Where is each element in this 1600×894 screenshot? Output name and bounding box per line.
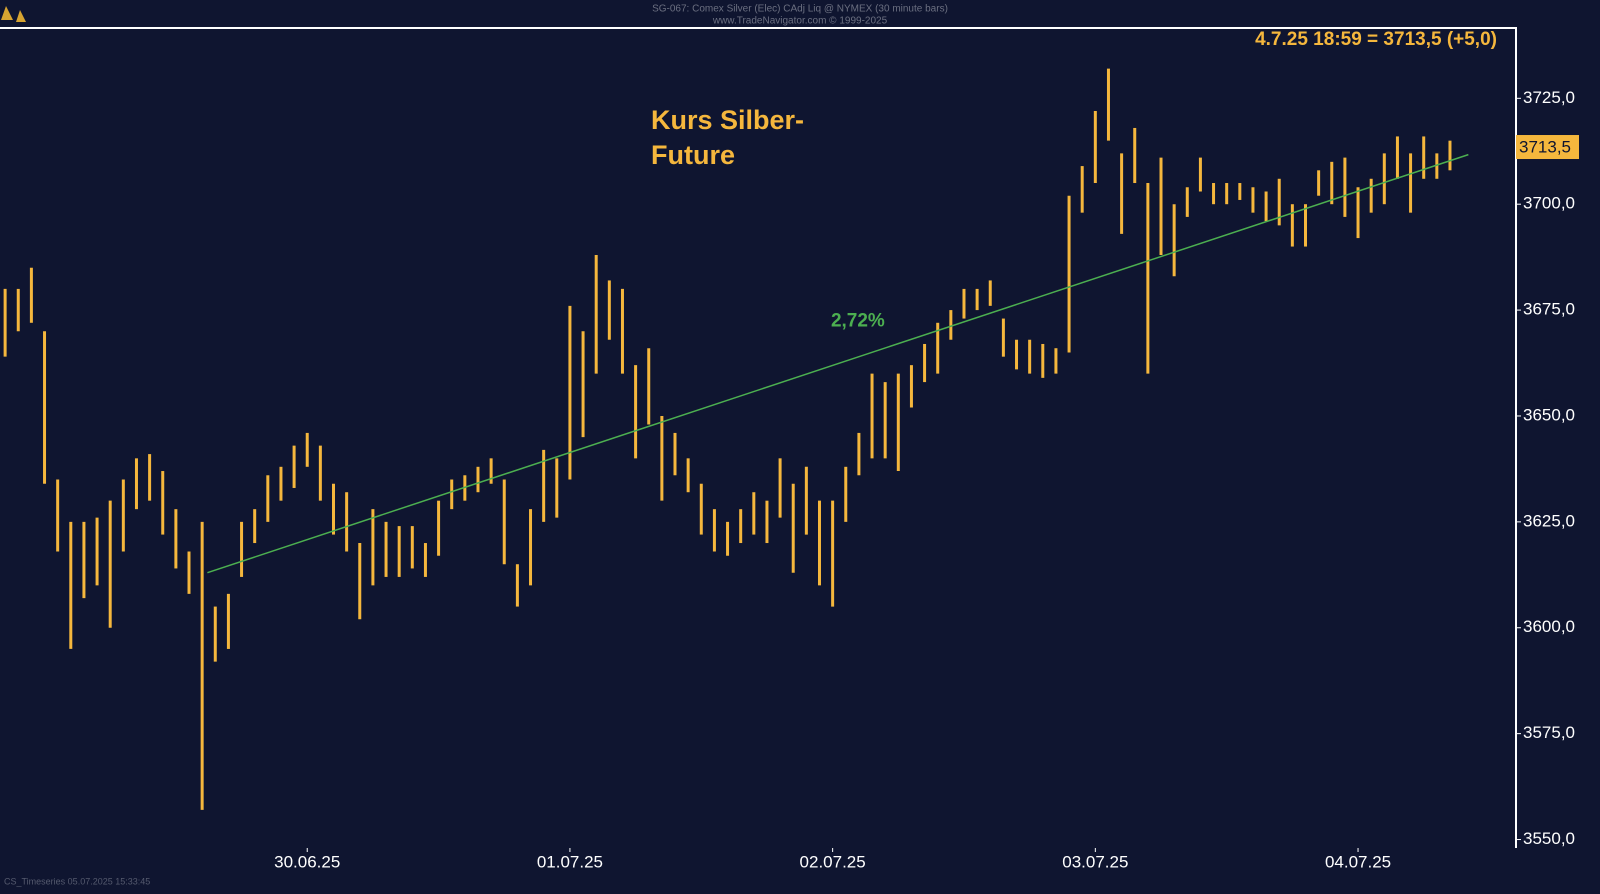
y-tick-label: 3675,0 (1523, 300, 1575, 319)
footer-text: CS_Timeseries 05.07.2025 15:33:45 (4, 876, 150, 886)
plot-frame (0, 27, 1517, 848)
trend-line (207, 153, 1469, 574)
x-tick-label: 30.06.25 (274, 852, 340, 871)
chart-header: SG-067: Comex Silver (Elec) CAdj Liq @ N… (652, 4, 948, 15)
status-text: 4.7.25 18:59 = 3713,5 (+5,0) (1255, 29, 1497, 50)
chart-source: www.TradeNavigator.com © 1999-2025 (712, 16, 888, 27)
logo (1, 6, 26, 22)
y-tick-label: 3650,0 (1523, 405, 1575, 424)
annotation: Future (651, 140, 735, 170)
x-tick-label: 01.07.25 (537, 852, 603, 871)
y-tick-label: 3725,0 (1523, 88, 1575, 107)
y-tick-label: 3600,0 (1523, 617, 1575, 636)
x-tick-label: 02.07.25 (800, 852, 866, 871)
x-tick-label: 03.07.25 (1062, 852, 1128, 871)
y-tick-label: 3550,0 (1523, 829, 1575, 848)
last-price-box (1516, 135, 1579, 160)
x-tick-label: 04.07.25 (1325, 852, 1391, 871)
last-price-label: 3713,5 (1519, 138, 1571, 157)
y-tick-label: 3625,0 (1523, 511, 1575, 530)
annotation: Kurs Silber- (651, 105, 804, 135)
y-tick-label: 3575,0 (1523, 723, 1575, 742)
trend-label: 2,72% (831, 311, 885, 332)
y-tick-label: 3700,0 (1523, 194, 1575, 213)
